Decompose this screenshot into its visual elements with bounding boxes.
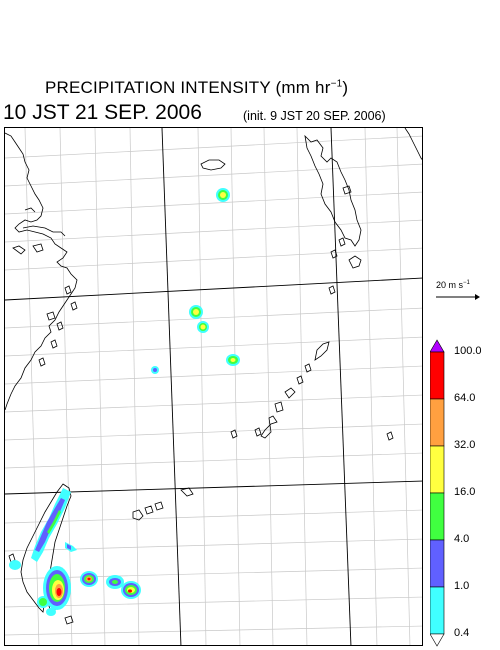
valid-time: 10 JST 21 SEP. 2006: [3, 101, 202, 124]
colorbar-swatch-orange: [430, 398, 445, 447]
coastlines: [5, 128, 422, 625]
precipitation-map: [4, 127, 423, 646]
graticule: [5, 128, 422, 645]
colorbar-swatch-green: [430, 492, 445, 541]
colorbar: 100.0 64.0 32.0 16.0 4.0 1.0 0.4: [430, 338, 490, 648]
wind-vector-label: 20 m s−1: [436, 280, 470, 290]
init-time: (init. 9 JST 20 SEP. 2006): [243, 109, 386, 123]
colorbar-swatch-red: [430, 351, 445, 400]
colorbar-label-32: 32.0: [454, 439, 476, 451]
colorbar-label-1: 1.0: [454, 580, 470, 592]
wind-vector-legend: 20 m s−1: [434, 280, 480, 310]
major-graticule: [5, 128, 422, 645]
colorbar-swatches: [430, 339, 445, 647]
precip-cells: [9, 188, 240, 616]
colorbar-bottom-triangle: [430, 633, 445, 647]
colorbar-top-triangle: [430, 339, 445, 353]
colorbar-label-100: 100.0: [454, 345, 482, 357]
colorbar-label-4: 4.0: [454, 533, 470, 545]
colorbar-label-0-4: 0.4: [454, 627, 470, 639]
map-canvas: [5, 128, 422, 645]
colorbar-swatch-yellow: [430, 445, 445, 494]
colorbar-label-64: 64.0: [454, 392, 476, 404]
map-title: PRECIPITATION INTENSITY (mm hr−1): [45, 78, 349, 97]
colorbar-swatch-blue: [430, 539, 445, 588]
colorbar-label-16: 16.0: [454, 486, 476, 498]
arrow-icon: [436, 294, 480, 300]
colorbar-swatch-cyan: [430, 586, 445, 635]
